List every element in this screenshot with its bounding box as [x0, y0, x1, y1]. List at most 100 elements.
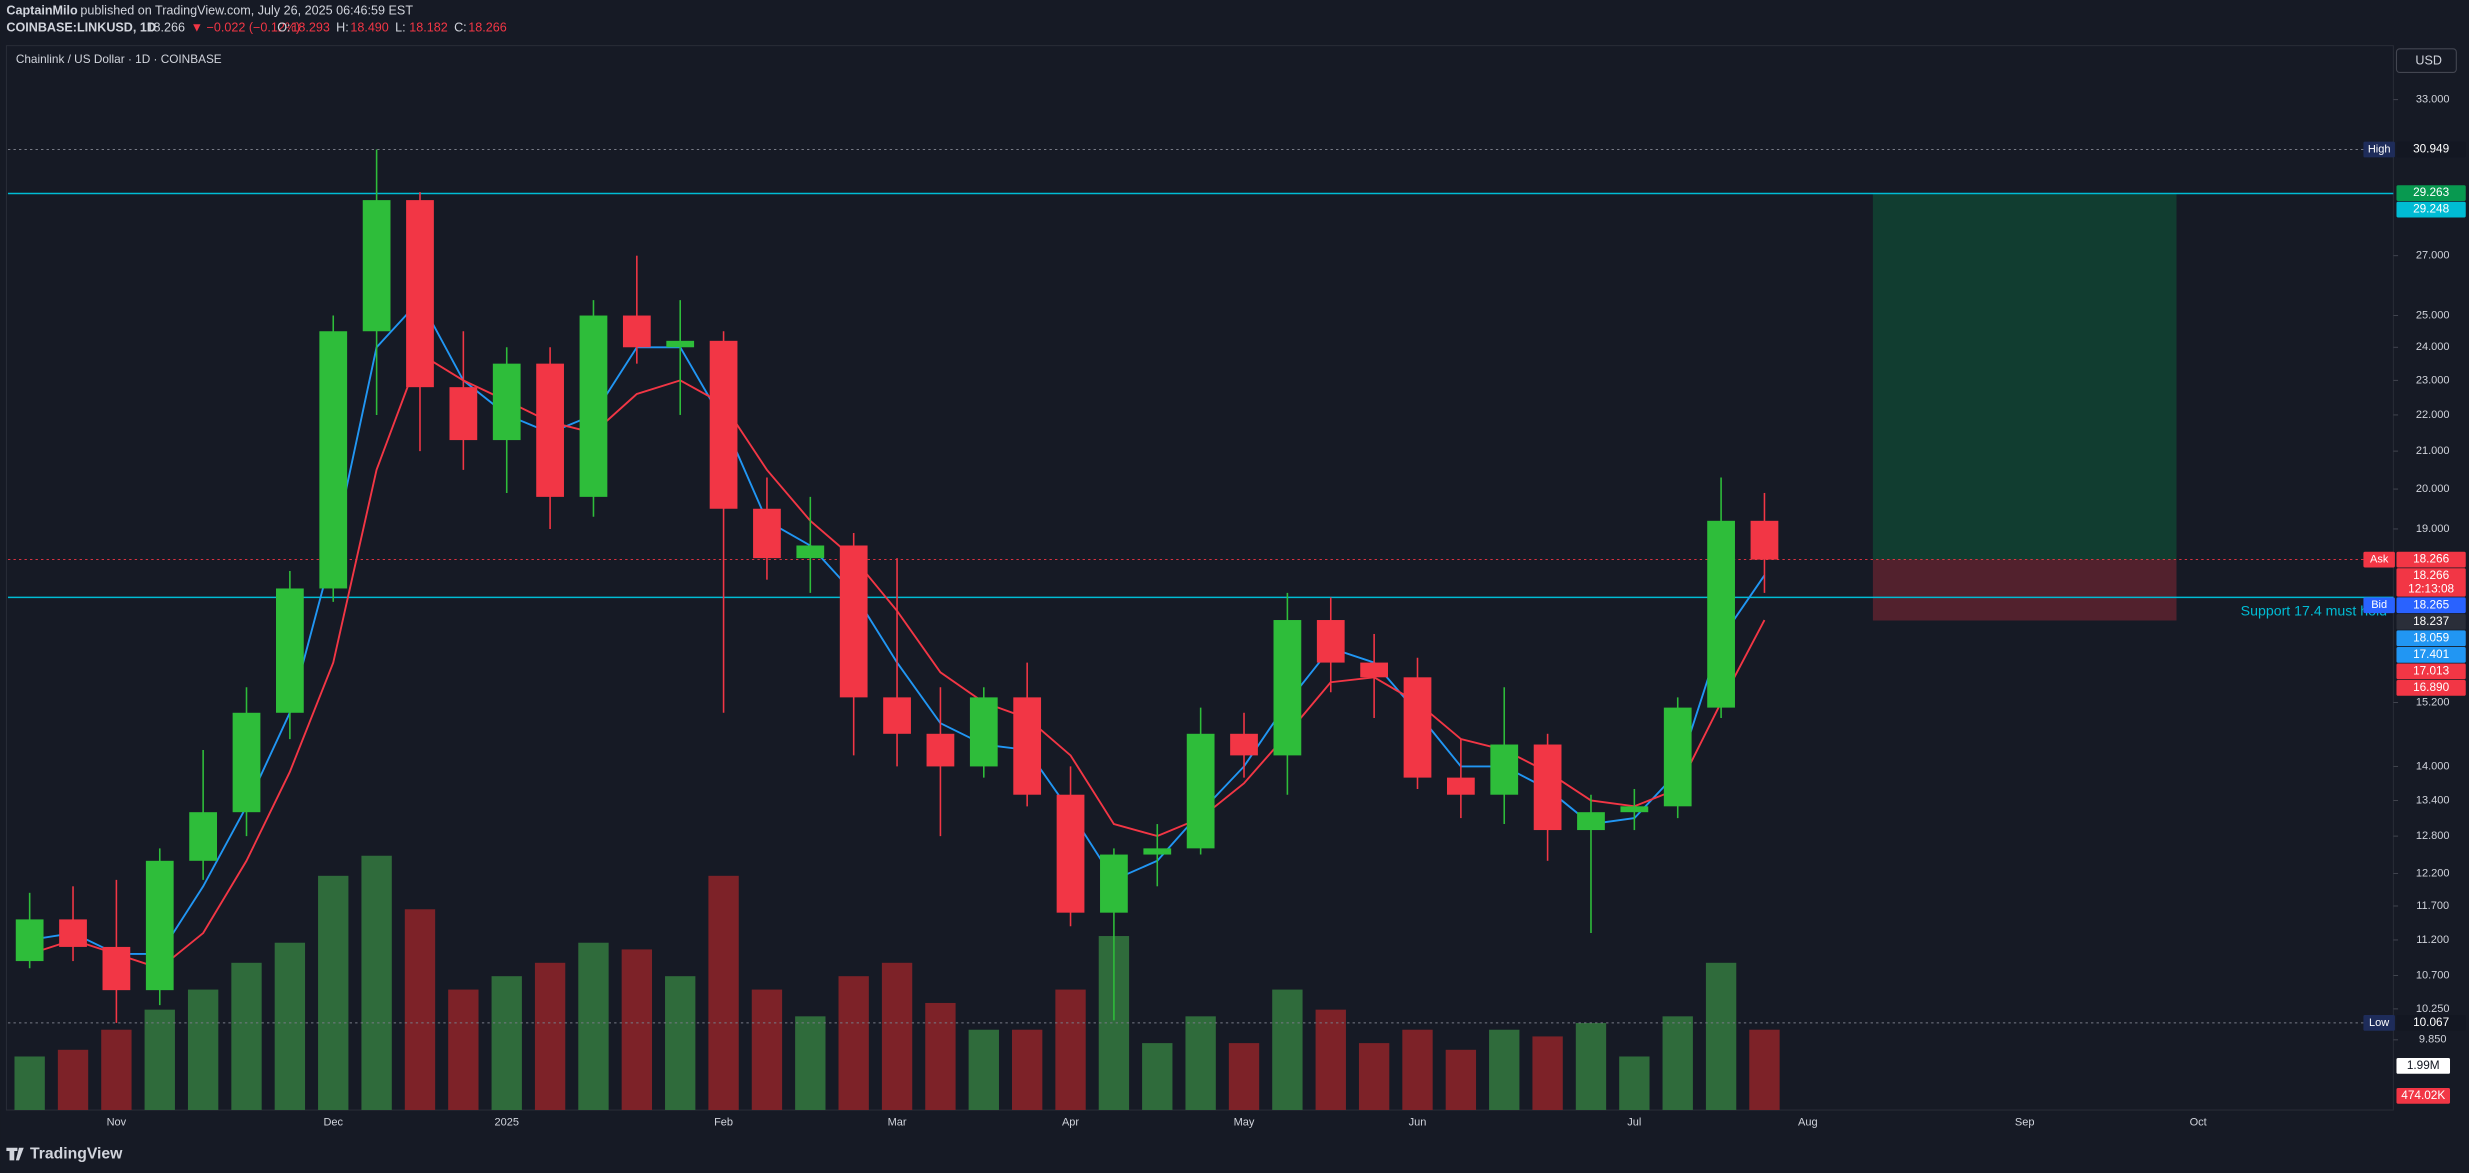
price-label-box: [2396, 663, 2466, 680]
candle-body: [145, 860, 174, 991]
candle-body: [1707, 520, 1735, 708]
price-label-box: [2396, 646, 2466, 663]
candle-body: [1143, 848, 1172, 855]
x-tick-label: Feb: [714, 1117, 733, 1129]
volume-bar: [1228, 1043, 1260, 1111]
x-tick-label: Dec: [323, 1117, 343, 1129]
volume-label-box: [2396, 1087, 2451, 1104]
candle-body: [1663, 707, 1692, 807]
x-tick-label: Jun: [1409, 1117, 1427, 1129]
volume-bar: [578, 942, 609, 1111]
y-tick-label: 15.200: [2416, 696, 2450, 708]
price-tag: Low: [2369, 1017, 2389, 1029]
candle-body: [1620, 806, 1649, 813]
candle-body: [406, 200, 434, 388]
price-label: 18.266: [2413, 552, 2450, 566]
x-tick-label: 2025: [494, 1117, 519, 1129]
y-tick-label: 14.000: [2416, 760, 2450, 772]
volume-bar: [968, 1029, 999, 1111]
volume-bar: [1705, 962, 1737, 1111]
price-tag: Bid: [2371, 599, 2387, 611]
x-tick-label: Nov: [107, 1117, 127, 1129]
candle-body: [1056, 794, 1085, 913]
stop-zone: [1872, 559, 2177, 621]
brand: TradingView: [30, 1145, 123, 1162]
volume-bar: [491, 976, 522, 1111]
price-label-box: [2396, 185, 2466, 201]
candle-body: [926, 733, 955, 767]
candle-body: [709, 340, 738, 509]
candle-body: [666, 340, 695, 348]
price-tag-box: [2363, 141, 2395, 158]
candle-body: [275, 588, 304, 713]
y-tick-label: 33.000: [2416, 94, 2450, 106]
candle-body: [536, 363, 564, 497]
volume-bar: [231, 962, 262, 1111]
price-label: 29.248: [2413, 202, 2450, 216]
volume-label-box: [2396, 1058, 2451, 1074]
candle-body: [1577, 812, 1605, 831]
candle-body: [59, 919, 87, 947]
currency[interactable]: USD: [2415, 54, 2442, 68]
volume-bar: [361, 855, 392, 1111]
candle-body: [969, 697, 998, 767]
ohlc-key: C:: [454, 21, 467, 35]
ohlc-key: L:: [395, 21, 406, 35]
price-label-box: [2396, 141, 2466, 158]
currency-button[interactable]: [2395, 48, 2457, 73]
price-label: 16.890: [2413, 680, 2450, 694]
ohlc-value: 18.266: [468, 21, 506, 35]
price-label-box: [2396, 1015, 2466, 1031]
price-label-box: [2396, 613, 2466, 630]
price-label-box: [2396, 201, 2466, 218]
volume-bar: [101, 1029, 132, 1111]
price-label-box: [2396, 630, 2466, 647]
countdown: 12:13:08: [2408, 582, 2454, 596]
candle-body: [189, 812, 218, 861]
volume-bar: [534, 962, 566, 1111]
candle-body: [102, 946, 131, 991]
candle-body: [622, 315, 651, 348]
price-tag: High: [2368, 143, 2391, 155]
price-label: 18.265: [2413, 597, 2450, 611]
volume-bar: [1445, 1049, 1477, 1111]
candle-body: [1316, 620, 1345, 663]
price-label: 17.401: [2413, 647, 2449, 661]
y-tick-label: 11.700: [2416, 900, 2449, 912]
price-label: 17.013: [2413, 663, 2450, 677]
volume-bar: [1185, 1016, 1216, 1111]
candle-body: [1230, 733, 1258, 756]
y-tick-label: 22.000: [2416, 409, 2450, 421]
candle-body: [449, 387, 478, 441]
ohlc-value: 18.293: [291, 21, 329, 35]
y-tick-label: 13.400: [2416, 794, 2450, 806]
candle-body: [753, 508, 781, 559]
candle-body: [1013, 697, 1042, 795]
y-tick-label: 10.700: [2416, 969, 2450, 981]
volume-bar: [621, 949, 653, 1111]
volume-bar: [318, 875, 349, 1111]
volume-bar: [14, 1056, 45, 1111]
y-tick-label: 24.000: [2416, 341, 2450, 353]
target-zone: [1872, 193, 2177, 560]
volume-bar: [274, 942, 306, 1111]
y-tick-label: 12.200: [2416, 867, 2450, 879]
y-tick-label: 20.000: [2416, 483, 2450, 495]
ohlc-key: H:: [336, 21, 349, 35]
price-label: 30.949: [2413, 142, 2449, 156]
candle-body: [1533, 744, 1562, 831]
publisher: CaptainMilo: [6, 3, 78, 17]
price-label: 18.237: [2413, 614, 2449, 628]
candle-body: [579, 315, 608, 497]
price-label-box: [2396, 568, 2466, 597]
y-tick-label: 12.800: [2416, 830, 2450, 842]
candle-body: [1186, 733, 1215, 849]
volume-bar: [1532, 1036, 1563, 1111]
price-label: 18.266: [2413, 568, 2450, 582]
ohlc-value: 18.490: [350, 21, 388, 35]
price-label: 29.263: [2413, 185, 2450, 199]
y-tick-label: 27.000: [2416, 250, 2450, 262]
volume-bar: [1619, 1056, 1650, 1111]
candle-body: [1403, 677, 1432, 778]
